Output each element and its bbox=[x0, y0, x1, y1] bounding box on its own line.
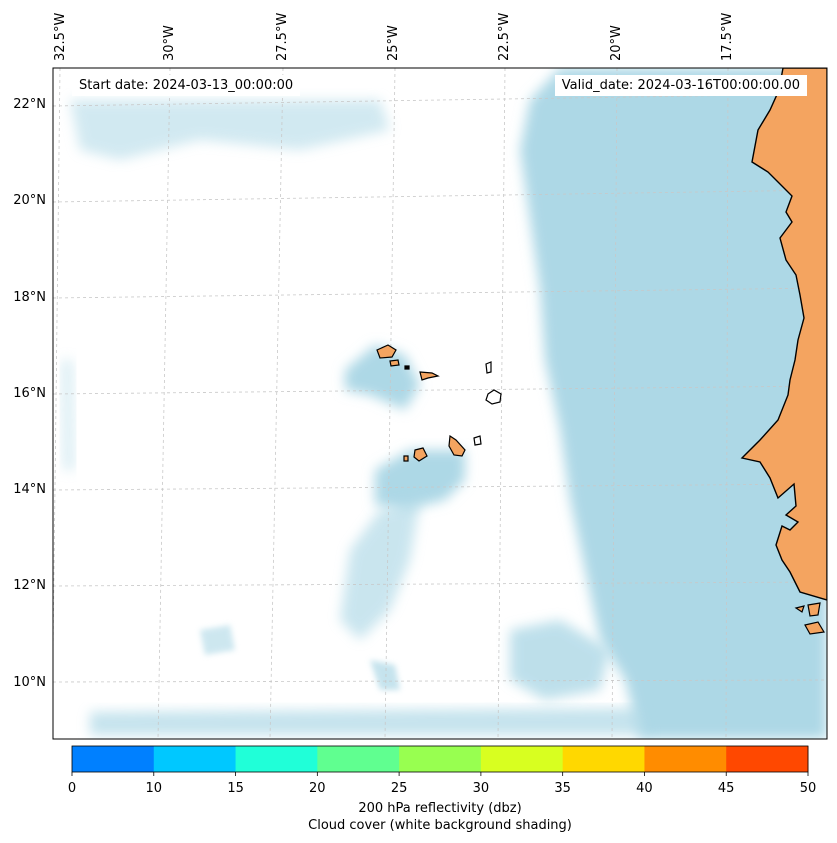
cloud-patch-gambia bbox=[510, 620, 610, 700]
island-boa-vista bbox=[485, 389, 502, 405]
cloud-patch-west-edge bbox=[62, 360, 74, 470]
island-sao-vicente bbox=[389, 359, 400, 367]
cloud-mass-east bbox=[520, 68, 827, 739]
island-sao-nicolau bbox=[419, 371, 440, 381]
colorbar-tick: 30 bbox=[472, 781, 490, 796]
island-sal bbox=[485, 361, 492, 374]
colorbar-sublabel: Cloud cover (white background shading) bbox=[308, 818, 572, 833]
colorbar-frame bbox=[71, 745, 809, 773]
lat-label: 10°N bbox=[13, 675, 46, 690]
colorbar-segment bbox=[317, 746, 400, 772]
lat-label: 20°N bbox=[13, 193, 46, 208]
lon-label: 32.5°W bbox=[53, 12, 68, 61]
colorbar-segment bbox=[235, 746, 318, 772]
colorbar-segment bbox=[644, 746, 727, 772]
lat-label: 22°N bbox=[13, 97, 46, 112]
island-maio bbox=[473, 435, 482, 446]
island-brava bbox=[403, 455, 409, 462]
colorbar-segment bbox=[72, 746, 155, 772]
lon-label: 22.5°W bbox=[497, 12, 512, 61]
island-santiago bbox=[448, 434, 466, 457]
colorbar-segment bbox=[399, 746, 482, 772]
cloud-patch-north bbox=[70, 100, 390, 160]
cloud-patch-islands-south bbox=[375, 450, 465, 510]
island-fogo bbox=[413, 447, 428, 462]
cloud-patch-islands-north bbox=[345, 345, 420, 410]
africa-landmass bbox=[740, 68, 827, 601]
colorbar-tick: 40 bbox=[636, 781, 653, 796]
lon-label: 20°W bbox=[609, 25, 624, 61]
lat-label: 16°N bbox=[13, 386, 46, 401]
lat-label: 18°N bbox=[13, 290, 46, 305]
colorbar-tick: 15 bbox=[227, 781, 244, 796]
cloud-streak-southwest bbox=[340, 500, 420, 640]
colorbar-tick: 20 bbox=[309, 781, 326, 796]
start-date-label: Start date: 2024-03-13_00:00:00 bbox=[72, 75, 301, 96]
colorbar-segment bbox=[153, 746, 237, 772]
colorbar-segment bbox=[726, 746, 809, 772]
lon-label: 25°W bbox=[386, 25, 401, 61]
lat-label: 12°N bbox=[13, 578, 46, 593]
island-santa-luzia bbox=[404, 365, 410, 370]
cloud-cover-layer bbox=[62, 68, 827, 739]
colorbar-tick: 25 bbox=[390, 781, 408, 796]
cloud-band-south bbox=[90, 708, 650, 735]
lon-label: 30°W bbox=[162, 25, 177, 61]
lat-label: 14°N bbox=[13, 482, 46, 497]
lon-label: 17.5°W bbox=[720, 12, 735, 61]
colorbar-segment bbox=[480, 746, 564, 772]
colorbar-tick: 10 bbox=[145, 781, 163, 796]
colorbar-tick: 0 bbox=[67, 781, 77, 796]
colorbar-tick: 35 bbox=[554, 781, 571, 796]
cape-verde-islands bbox=[376, 344, 502, 462]
map-frame bbox=[52, 67, 828, 740]
colorbar-tick: 45 bbox=[717, 781, 735, 796]
cloud-patch-sw-small bbox=[200, 625, 235, 655]
colorbar bbox=[71, 745, 809, 776]
valid-date-label: Valid_date: 2024-03-16T00:00:00.00 bbox=[554, 75, 807, 96]
lon-label: 27.5°W bbox=[275, 12, 290, 61]
island-santo-antao bbox=[376, 344, 397, 359]
colorbar-tick: 50 bbox=[799, 781, 817, 796]
colorbar-segment bbox=[562, 746, 645, 772]
cloud-patch-small-1 bbox=[370, 660, 400, 690]
colorbar-label: 200 hPa reflectivity (dbz) bbox=[358, 801, 522, 816]
bissau-islands bbox=[794, 602, 825, 635]
